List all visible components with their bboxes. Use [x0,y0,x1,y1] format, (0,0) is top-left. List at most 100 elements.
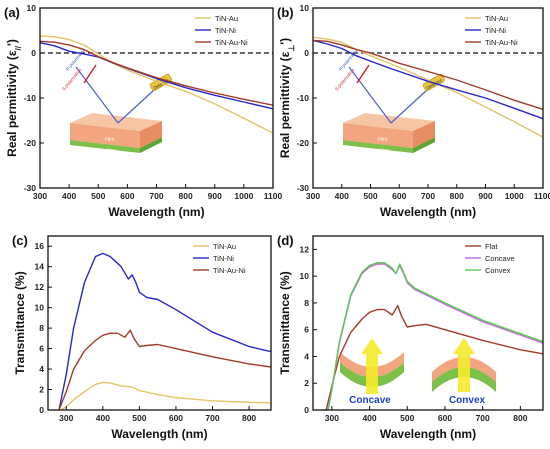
x-tick-label: 500 [363,191,377,201]
y-tick-label: -30 [297,183,310,193]
x-tick-label: 300 [59,413,73,423]
legend-label: TiN-Ni [213,254,234,263]
y-tick-label: 2 [39,385,44,395]
y-tick-label: 4 [304,351,309,361]
x-tick-label: 800 [513,413,527,423]
substrate-label: Glass [106,147,116,152]
p-polarization-label: P-polarization [338,47,360,72]
series-line-tin-au-ni [39,40,274,106]
x-axis-label: Wavelength (nm) [380,205,476,219]
x-axis-label: Wavelength (nm) [380,427,476,441]
chart-panel-c: (c) TiN-Au TiN-Ni TiN-Au-Ni 300 400 500 600 700 8… [12,233,272,441]
y-tick-label: 2 [304,378,309,388]
x-tick-label: 700 [476,413,490,423]
x-tick-label: 300 [33,191,47,201]
y-tick-label: 10 [300,3,310,13]
panel-label: (a) [4,5,20,20]
substrate-side [413,137,435,153]
panel-label: (b) [277,5,294,20]
reflected-beam [390,89,428,124]
plot-frame [47,235,272,411]
film-front [70,123,140,148]
x-tick-label: 600 [120,191,134,201]
x-tick-label: 500 [132,413,146,423]
y-tick-label: 0 [39,405,44,415]
legend-label: Concave [485,254,515,263]
substrate-front [70,140,140,153]
y-axis-label: Real permittivity (ε//') [5,39,23,157]
y-axis-label: Real permittivity (ε⊥') [278,38,296,158]
polarization-arrow [83,64,97,84]
y-tick-label: 12 [300,244,310,254]
chart-panel-b: (b) Film Glass P-polarizationS-polarization… [277,3,550,219]
y-axis-label: Transmittance (%) [13,271,27,374]
plot-frame [312,235,544,411]
chart-panel-a: (a)FilmGlassP-polarizationS-polarization… [4,3,282,219]
y-tick-label: 0 [304,405,309,415]
convex-substrate [432,367,496,392]
legend-label: TiN-Au-Ni [215,38,248,47]
series-line-tin-ni [312,39,544,120]
series-line-tin-au [312,36,544,138]
x-tick-label: 400 [362,413,376,423]
x-tick-label: 400 [62,191,76,201]
legend-label: TiN-Au [213,242,236,251]
film-side [413,121,435,148]
panel-label: (c) [12,233,28,248]
convex-label: Convex [449,395,486,406]
y-tick-label: 8 [39,323,44,333]
legend-label: Flat [485,242,498,251]
x-tick-label: 1000 [505,191,524,201]
series-line-tin-ni [58,252,272,411]
y-tick-label: -10 [297,93,310,103]
x-tick-label: 900 [208,191,222,201]
series-line-tin-au [60,381,272,411]
legend-label: TiN-Au-Ni [213,266,246,275]
concave-light-arrow [361,338,383,394]
film-side [140,121,162,148]
x-tick-label: 700 [205,413,219,423]
y-tick-label: 10 [27,3,37,13]
reflected-beam [117,89,155,124]
x-tick-label: 1000 [234,191,253,201]
concave-substrate [340,362,404,387]
x-tick-label: 500 [91,191,105,201]
legend-label: TiN-Au-Ni [485,38,518,47]
y-tick-label: 8 [304,298,309,308]
x-tick-label: 600 [392,191,406,201]
legend-label: Convex [485,266,511,275]
x-tick-label: 800 [242,413,256,423]
y-axis-label: Transmittance (%) [278,271,292,374]
legend-label: TiN-Ni [215,26,236,35]
y-tick-label: -20 [24,138,37,148]
film-front [343,123,413,148]
x-tick-label: 300 [306,191,320,201]
incident-beam [348,66,392,124]
x-tick-label: 300 [325,413,339,423]
x-tick-label: 1100 [534,191,550,201]
x-tick-label: 700 [149,191,163,201]
x-tick-label: 900 [478,191,492,201]
chart-panel-d: (d) Concave Convex Flat Concave Convex 300 400 5… [277,233,544,441]
x-axis-label: Wavelength (nm) [108,205,204,219]
panel-label: (d) [277,233,294,248]
film-label: Film [105,137,114,143]
x-tick-label: 600 [169,413,183,423]
x-axis-label: Wavelength (nm) [111,427,207,441]
legend-label: TiN-Au [485,14,508,23]
x-tick-label: 500 [400,413,414,423]
y-tick-label: 6 [39,344,44,354]
substrate-label: Glass [379,147,389,152]
y-tick-label: -30 [24,183,37,193]
series-line-tin-au-ni [58,329,272,411]
x-tick-label: 600 [438,413,452,423]
series-line-tin-au [39,35,274,134]
x-tick-label: 700 [421,191,435,201]
y-tick-label: 0 [31,48,36,58]
legend-label: TiN-Ni [485,26,506,35]
legend-label: TiN-Au [215,14,238,23]
y-tick-label: 12 [35,282,45,292]
y-tick-label: 14 [35,262,45,272]
